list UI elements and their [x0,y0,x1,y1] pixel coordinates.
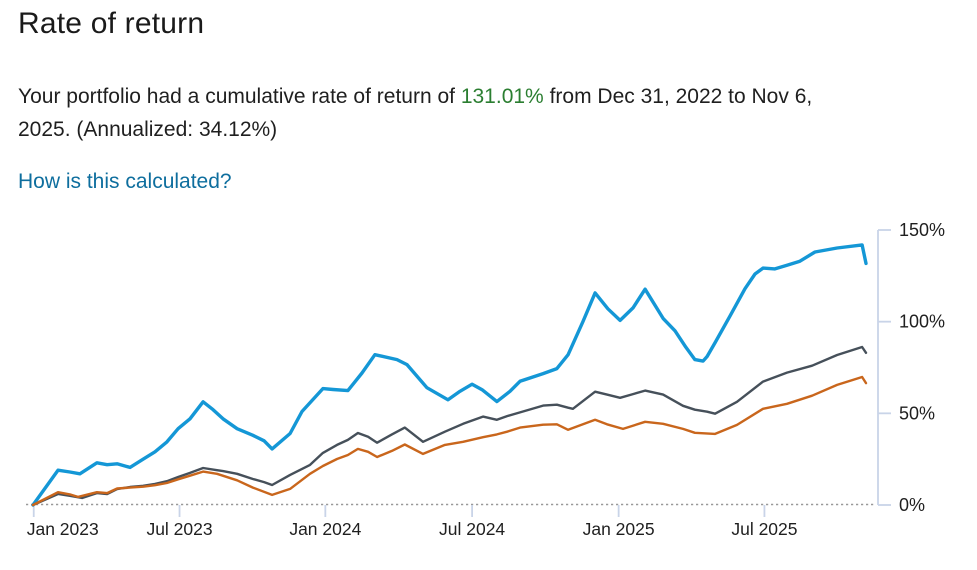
page-title: Rate of return [18,7,205,40]
summary-prefix: Your portfolio had a cumulative rate of … [18,85,461,108]
x-axis-label: Jan 2023 [27,519,99,539]
summary-dates: from Dec 31, 2022 to Nov 6, [543,85,813,108]
y-axis-label: 100% [899,312,945,332]
series-line-benchmark-orange [31,375,868,507]
cumulative-return-value: 131.01% [460,85,544,108]
x-axis-label: Jul 2023 [146,519,212,539]
x-axis-label: Jul 2025 [731,519,797,539]
rate-of-return-chart: 0% 50% 100% 150% Jan 2023 Jul 2023 Jan 2024 Jul… [0,215,977,565]
x-axis-label: Jul 2024 [439,519,505,539]
x-axis-label: Jan 2024 [289,519,361,539]
series-line-portfolio-blue [31,243,868,507]
x-axis-label: Jan 2025 [583,519,655,539]
line-chart-canvas: 0% 50% 100% 150% Jan 2023 Jul 2023 Jan 2024 Jul… [26,220,945,539]
how-calculated-link[interactable]: How is this calculated? [18,170,232,193]
y-axis-label: 0% [899,495,925,515]
y-axis-label: 150% [899,220,945,240]
summary-text: Your portfolio had a cumulative rate of … [18,80,812,146]
y-axis-label: 50% [899,403,935,423]
summary-annualized: 2025. (Annualized: 34.12%) [18,118,278,141]
series-line-benchmark-gray [31,345,868,507]
